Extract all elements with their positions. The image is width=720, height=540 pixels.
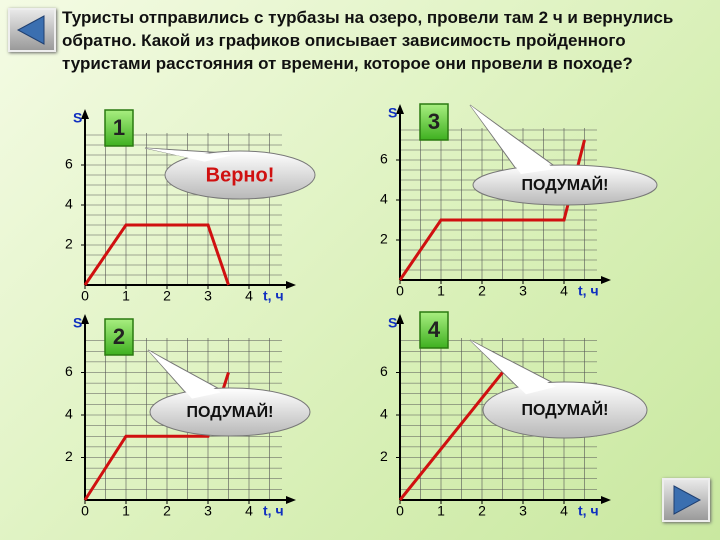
x-axis-arrow — [286, 496, 296, 504]
y-tick-label: 2 — [380, 231, 388, 247]
question: Туристы отправились с турбазы на озеро, … — [62, 8, 674, 73]
x-tick-label: 4 — [245, 503, 253, 519]
number-badge — [419, 103, 449, 141]
number-badge-label: 2 — [113, 324, 125, 349]
y-axis-label: S — [388, 105, 397, 121]
x-axis-label: t, ч — [263, 288, 284, 304]
callout — [149, 387, 311, 437]
x-axis-label: t, ч — [578, 283, 599, 299]
x-axis-arrow — [286, 281, 296, 289]
x-tick-label: 0 — [396, 503, 404, 519]
callout-tail-cover — [470, 340, 556, 395]
data-line — [83, 223, 230, 286]
number-badge-label: 1 — [113, 115, 125, 140]
x-tick-label: 4 — [245, 288, 253, 304]
callout-text: ПОДУМАЙ! — [522, 175, 609, 194]
x-tick-label: 1 — [437, 503, 445, 519]
callout-tail — [469, 104, 558, 174]
x-tick-label: 0 — [81, 503, 89, 519]
y-tick-label: 6 — [65, 156, 73, 172]
x-tick-label: 0 — [396, 283, 404, 299]
y-tick-label: 2 — [65, 236, 73, 252]
prev-button[interactable] — [8, 8, 56, 52]
callout-tail-cover — [145, 148, 232, 162]
number-badge — [104, 318, 134, 356]
callout-text: ПОДУМАЙ! — [522, 400, 609, 419]
y-axis-arrow — [81, 109, 89, 119]
x-axis-label: t, ч — [263, 503, 284, 519]
data-line — [83, 372, 230, 501]
y-tick-label: 4 — [65, 406, 73, 422]
callout-tail-cover — [470, 105, 555, 174]
data-line — [398, 139, 586, 281]
y-axis-arrow — [396, 104, 404, 114]
x-tick-label: 1 — [122, 288, 130, 304]
x-tick-label: 3 — [519, 503, 527, 519]
x-tick-label: 3 — [204, 503, 212, 519]
number-badge — [104, 109, 134, 147]
x-tick-label: 3 — [519, 283, 527, 299]
y-axis-label: S — [73, 110, 82, 126]
x-tick-label: 2 — [163, 503, 171, 519]
data-line — [398, 371, 504, 501]
x-tick-label: 2 — [163, 288, 171, 304]
x-tick-label: 4 — [560, 503, 568, 519]
y-tick-label: 6 — [65, 363, 73, 379]
y-axis-arrow — [81, 314, 89, 324]
number-badge-label: 4 — [428, 317, 441, 342]
y-axis-label: S — [73, 315, 82, 331]
y-tick-label: 2 — [380, 448, 388, 464]
callout — [482, 381, 648, 439]
y-tick-label: 2 — [65, 448, 73, 464]
x-tick-label: 3 — [204, 288, 212, 304]
next-button[interactable] — [662, 478, 710, 522]
callout-text: ПОДУМАЙ! — [187, 402, 274, 421]
x-tick-label: 1 — [122, 503, 130, 519]
y-tick-label: 6 — [380, 151, 388, 167]
callout-tail — [469, 339, 559, 394]
x-tick-label: 2 — [478, 503, 486, 519]
prev-icon — [16, 15, 45, 45]
y-axis-arrow — [396, 314, 404, 324]
y-tick-label: 4 — [380, 406, 388, 422]
callout-text: Верно! — [206, 164, 275, 186]
x-axis-arrow — [601, 276, 611, 284]
next-icon — [673, 485, 702, 515]
x-tick-label: 2 — [478, 283, 486, 299]
x-axis-label: t, ч — [578, 503, 599, 519]
y-tick-label: 4 — [65, 196, 73, 212]
callout — [164, 150, 316, 200]
y-axis-label: S — [388, 315, 397, 331]
x-axis-arrow — [601, 496, 611, 504]
callout-tail — [147, 349, 224, 399]
x-tick-label: 4 — [560, 283, 568, 299]
x-tick-label: 1 — [437, 283, 445, 299]
callout-tail — [144, 147, 233, 162]
callout — [472, 164, 658, 206]
y-tick-label: 4 — [380, 191, 388, 207]
y-tick-label: 6 — [380, 363, 388, 379]
number-badge-label: 3 — [428, 109, 440, 134]
number-badge — [419, 311, 449, 349]
callout-tail-cover — [148, 350, 221, 399]
x-tick-label: 0 — [81, 288, 89, 304]
